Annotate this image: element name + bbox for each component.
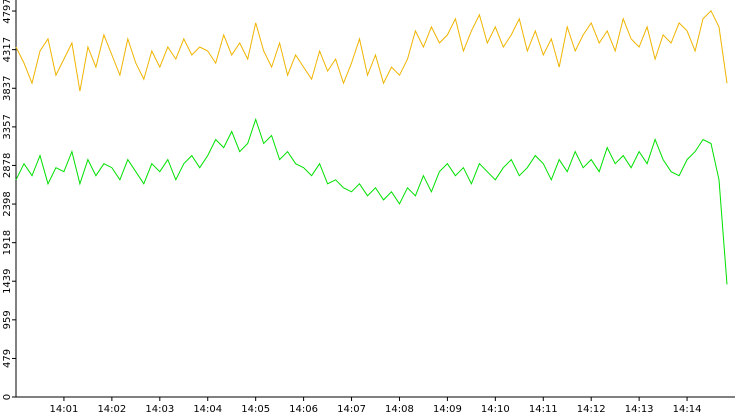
y-tick-label: 2878 xyxy=(2,153,13,178)
y-tick-label: 1918 xyxy=(2,230,13,255)
x-tick-label: 14:05 xyxy=(241,404,270,415)
y-tick-label: 959 xyxy=(2,310,13,329)
x-tick-label: 14:09 xyxy=(433,404,462,415)
x-tick-label: 14:11 xyxy=(529,404,558,415)
x-tick-label: 14:03 xyxy=(145,404,174,415)
x-tick-label: 14:12 xyxy=(577,404,606,415)
y-tick-label: 1439 xyxy=(2,268,13,293)
x-tick-label: 14:08 xyxy=(385,404,414,415)
y-tick-label: 2398 xyxy=(2,191,13,216)
y-tick-label: 3837 xyxy=(2,76,13,101)
y-tick-label: 479 xyxy=(2,349,13,368)
x-tick-label: 14:10 xyxy=(481,404,510,415)
x-tick-label: 14:04 xyxy=(193,404,222,415)
x-tick-label: 14:07 xyxy=(337,404,366,415)
x-tick-label: 14:13 xyxy=(625,404,654,415)
x-tick-label: 14:06 xyxy=(289,404,318,415)
y-tick-label: 4317 xyxy=(2,37,13,62)
y-tick-label: 4797 xyxy=(2,0,13,24)
y-tick-label: 0 xyxy=(2,394,13,400)
y-tick-label: 3357 xyxy=(2,114,13,139)
x-tick-label: 14:14 xyxy=(673,404,702,415)
x-tick-label: 14:02 xyxy=(97,404,126,415)
x-tick-label: 14:01 xyxy=(50,404,79,415)
series-line xyxy=(15,117,728,285)
series-line xyxy=(15,9,728,92)
